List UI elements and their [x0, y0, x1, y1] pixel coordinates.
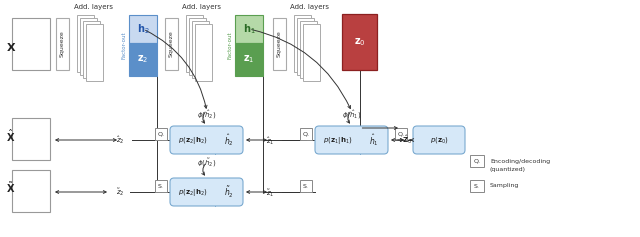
- Bar: [80, 18, 97, 75]
- Text: $\mathbf{z}_0$: $\mathbf{z}_0$: [354, 36, 365, 48]
- Text: S.: S.: [158, 183, 164, 188]
- Text: S.: S.: [303, 183, 309, 188]
- Text: $\tilde{z}_2$: $\tilde{z}_2$: [116, 186, 124, 198]
- Text: $\phi(\hat{h}_2)$: $\phi(\hat{h}_2)$: [197, 109, 217, 121]
- Text: $p(\mathbf{z}_1|\mathbf{h}_1)$: $p(\mathbf{z}_1|\mathbf{h}_1)$: [323, 135, 353, 146]
- Bar: [83, 21, 100, 78]
- Bar: [77, 15, 94, 72]
- Bar: [300, 21, 317, 78]
- Bar: [395, 128, 407, 140]
- Bar: [300, 180, 312, 192]
- Text: Add. layers: Add. layers: [74, 4, 113, 10]
- Text: $p(\mathbf{z}_2|\mathbf{h}_2)$: $p(\mathbf{z}_2|\mathbf{h}_2)$: [178, 135, 207, 146]
- Text: $p(\mathbf{z}_0)$: $p(\mathbf{z}_0)$: [429, 135, 449, 145]
- Bar: [129, 15, 157, 43]
- Text: $\phi(\tilde{h}_2)$: $\phi(\tilde{h}_2)$: [197, 157, 217, 169]
- Text: $\hat{\mathbf{Z}}_0$: $\hat{\mathbf{Z}}_0$: [402, 134, 412, 146]
- Text: (quantized): (quantized): [490, 167, 526, 172]
- Text: Add. layers: Add. layers: [182, 4, 221, 10]
- FancyBboxPatch shape: [170, 178, 243, 206]
- Text: S.: S.: [474, 183, 480, 188]
- Text: Sampling: Sampling: [490, 183, 520, 188]
- Text: $\hat{z}_1$: $\hat{z}_1$: [266, 135, 274, 147]
- Text: $\hat{h}_2$: $\hat{h}_2$: [224, 132, 234, 148]
- Bar: [273, 18, 286, 70]
- Bar: [155, 128, 167, 140]
- Bar: [129, 43, 157, 76]
- Text: Factor-out: Factor-out: [122, 32, 127, 59]
- Text: $\mathbf{h}_1$: $\mathbf{h}_1$: [243, 22, 255, 36]
- Text: $\phi(\hat{h}_1)$: $\phi(\hat{h}_1)$: [342, 109, 362, 121]
- Bar: [342, 14, 377, 70]
- Text: Squeeze: Squeeze: [169, 31, 174, 57]
- Text: Squeeze: Squeeze: [277, 31, 282, 57]
- Bar: [189, 18, 206, 75]
- Bar: [86, 24, 103, 81]
- Text: $\hat{h}_1$: $\hat{h}_1$: [369, 132, 379, 148]
- Text: Squeeze: Squeeze: [60, 31, 65, 57]
- Text: $p(\mathbf{z}_2|\mathbf{h}_2)$: $p(\mathbf{z}_2|\mathbf{h}_2)$: [178, 187, 207, 197]
- Text: Q.: Q.: [397, 132, 404, 137]
- Bar: [470, 155, 484, 167]
- Text: $\mathbf{X}$: $\mathbf{X}$: [6, 41, 17, 53]
- Bar: [300, 128, 312, 140]
- Bar: [186, 15, 203, 72]
- Text: Q.: Q.: [474, 159, 481, 164]
- Bar: [470, 180, 484, 192]
- Bar: [155, 180, 167, 192]
- Bar: [165, 18, 178, 70]
- Bar: [12, 118, 50, 160]
- Text: $\tilde{z}_1$: $\tilde{z}_1$: [266, 187, 274, 199]
- Bar: [192, 21, 209, 78]
- FancyBboxPatch shape: [170, 126, 243, 154]
- Bar: [303, 24, 320, 81]
- Text: $\mathbf{h}_2$: $\mathbf{h}_2$: [137, 22, 149, 36]
- Text: Add. layers: Add. layers: [291, 4, 330, 10]
- Bar: [195, 24, 212, 81]
- Text: $\tilde{\mathbf{X}}$: $\tilde{\mathbf{X}}$: [6, 181, 15, 196]
- Text: Q.: Q.: [303, 132, 310, 137]
- Text: $\mathbf{z}_1$: $\mathbf{z}_1$: [243, 54, 255, 65]
- Text: Factor-out: Factor-out: [227, 32, 232, 59]
- Bar: [56, 18, 69, 70]
- Bar: [235, 15, 263, 43]
- FancyBboxPatch shape: [413, 126, 465, 154]
- Text: $\mathbf{z}_2$: $\mathbf{z}_2$: [138, 54, 148, 65]
- Text: Encoding/decoding: Encoding/decoding: [490, 159, 550, 164]
- Text: $\hat{z}_2$: $\hat{z}_2$: [116, 134, 124, 146]
- Bar: [12, 170, 50, 212]
- Text: $\hat{\mathbf{X}}$: $\hat{\mathbf{X}}$: [6, 128, 15, 144]
- Bar: [235, 43, 263, 76]
- Bar: [12, 18, 50, 70]
- Text: Q.: Q.: [157, 132, 164, 137]
- Bar: [297, 18, 314, 75]
- Bar: [294, 15, 311, 72]
- FancyBboxPatch shape: [315, 126, 388, 154]
- Text: $\tilde{h}_2$: $\tilde{h}_2$: [224, 184, 234, 200]
